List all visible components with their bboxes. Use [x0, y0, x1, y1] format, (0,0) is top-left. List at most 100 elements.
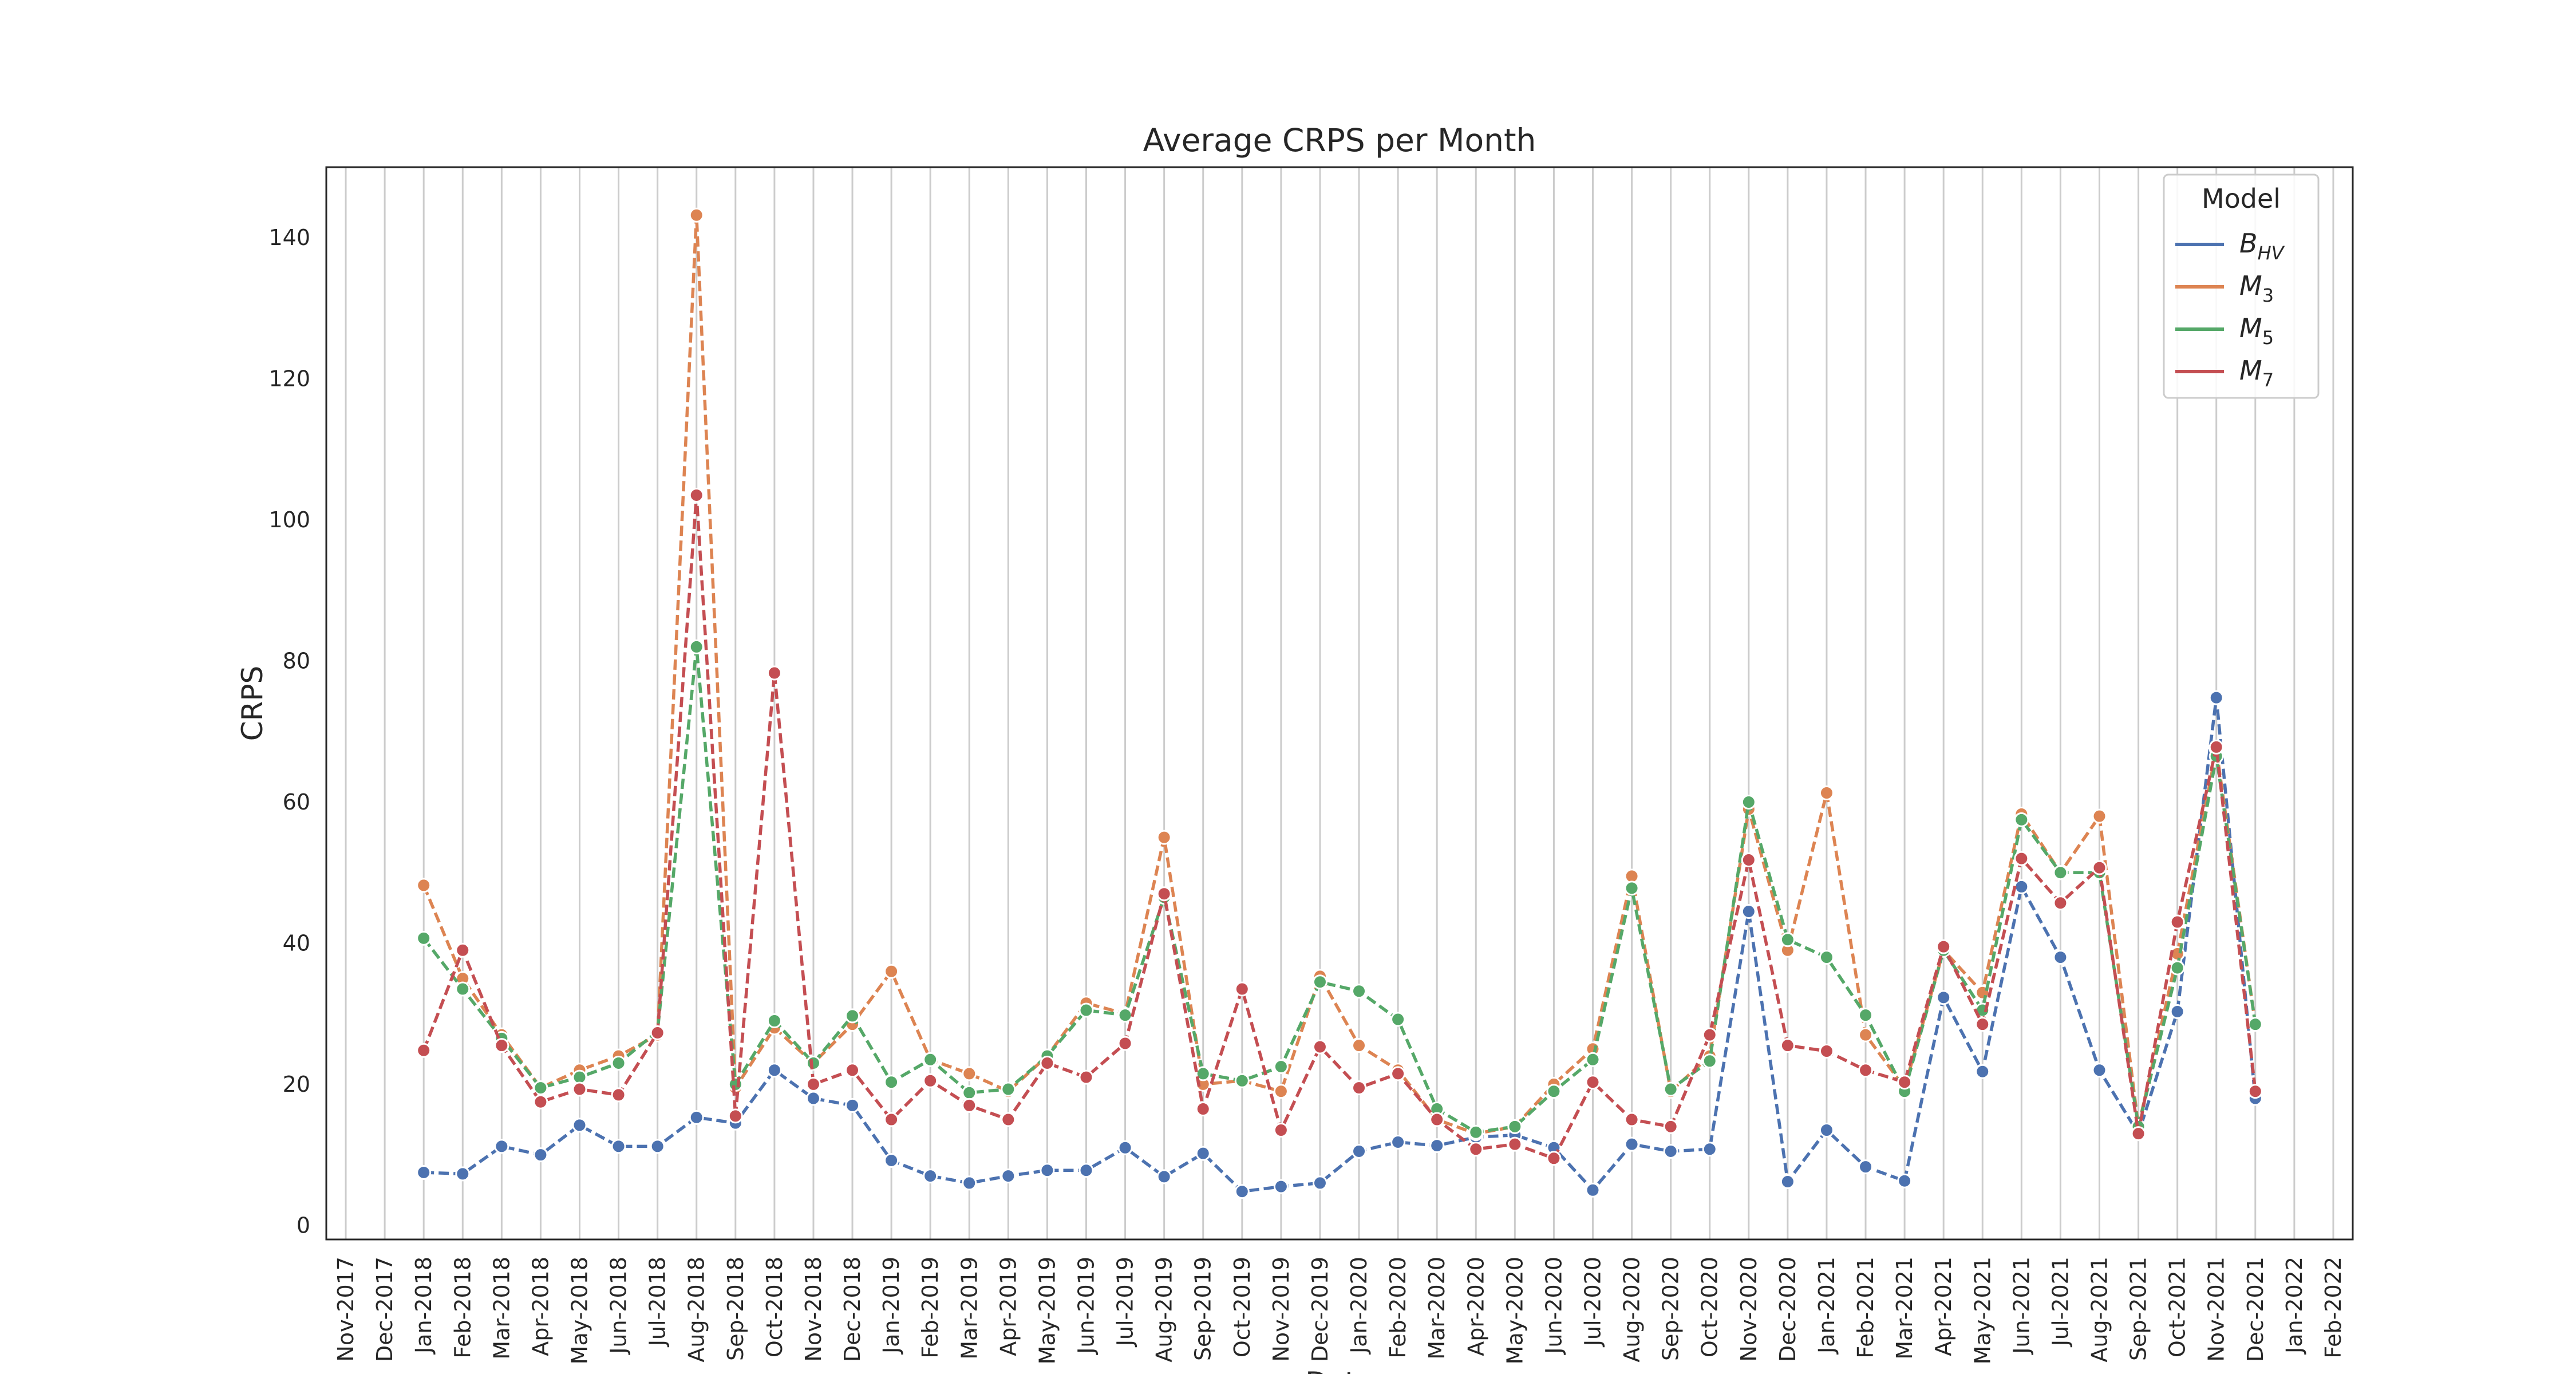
data-point	[962, 1097, 977, 1113]
data-point	[455, 942, 471, 958]
x-tick-label: Jun-2020	[1541, 1257, 1566, 1355]
data-point	[572, 1081, 587, 1097]
x-tick-label: Nov-2018	[801, 1257, 826, 1362]
x-tick-label: Jun-2019	[1074, 1257, 1099, 1355]
y-tick-label: 40	[283, 930, 310, 956]
data-point	[1897, 1075, 1913, 1090]
data-point	[1741, 795, 1756, 810]
data-point	[845, 1008, 860, 1024]
x-tick-label: Sep-2019	[1191, 1257, 1216, 1361]
data-point	[1001, 1168, 1016, 1184]
data-point	[767, 665, 782, 681]
data-point	[1195, 1101, 1211, 1117]
data-point	[494, 1038, 509, 1053]
x-tick-label: Aug-2019	[1152, 1257, 1177, 1363]
x-tick-label: May-2018	[567, 1257, 592, 1364]
x-tick-label: May-2019	[1034, 1257, 1060, 1364]
x-tick-label: Mar-2021	[1892, 1257, 1917, 1360]
data-point	[1741, 852, 1756, 868]
x-tick-label: Aug-2020	[1619, 1257, 1645, 1363]
x-tick-label: Dec-2020	[1775, 1257, 1800, 1362]
data-point	[1819, 950, 1834, 965]
data-point	[923, 1168, 938, 1184]
data-point	[533, 1080, 548, 1096]
data-point	[1156, 1169, 1172, 1185]
data-point	[1117, 1036, 1133, 1051]
x-tick-label: Apr-2020	[1463, 1257, 1488, 1356]
data-point	[611, 1087, 626, 1103]
data-point	[1040, 1163, 1055, 1178]
data-point	[416, 930, 432, 946]
series-line	[424, 696, 2257, 1193]
data-point	[2208, 690, 2224, 705]
data-point	[1234, 1184, 1250, 1199]
data-point	[1078, 1002, 1094, 1018]
x-tick-label: Jul-2018	[645, 1257, 670, 1347]
data-point	[1195, 1066, 1211, 1081]
x-tick-label: Jan-2022	[2282, 1257, 2307, 1355]
data-point	[1468, 1124, 1484, 1140]
x-tick-label: Apr-2019	[995, 1257, 1021, 1356]
x-tick-label: Jan-2019	[879, 1257, 904, 1355]
x-tick-label: Feb-2019	[918, 1257, 943, 1359]
data-point	[650, 1025, 665, 1040]
legend-frame	[2163, 173, 2320, 399]
x-tick-label: Jul-2020	[1581, 1257, 1606, 1347]
legend: Model BHV M3 M5 M7	[2163, 173, 2320, 399]
legend-label: M3	[2239, 270, 2274, 306]
series-group	[416, 207, 2263, 1199]
data-point	[1117, 1008, 1133, 1023]
x-tick-label: May-2020	[1502, 1257, 1527, 1364]
data-point	[923, 1052, 938, 1067]
data-point	[884, 1152, 899, 1168]
data-point	[1585, 1075, 1601, 1090]
data-point	[1858, 1159, 1874, 1175]
data-point	[2092, 808, 2107, 824]
data-point	[2053, 865, 2068, 881]
data-point	[1390, 1012, 1406, 1027]
data-point	[1663, 1081, 1678, 1097]
data-point	[572, 1118, 587, 1133]
data-point	[1001, 1081, 1016, 1097]
y-tick-label: 60	[283, 789, 310, 815]
x-tick-label: Nov-2021	[2204, 1257, 2229, 1362]
data-point	[2170, 1004, 2185, 1019]
data-point	[1429, 1112, 1445, 1127]
data-point	[1975, 1017, 1990, 1032]
x-tick-label: Nov-2020	[1736, 1257, 1761, 1362]
data-point	[1312, 1175, 1327, 1191]
data-point	[962, 1175, 977, 1191]
x-tick-label: Dec-2018	[840, 1257, 865, 1362]
series-line	[422, 493, 2257, 1160]
x-tick-label: Dec-2019	[1307, 1257, 1333, 1362]
y-tick-label: 80	[283, 649, 310, 674]
series-m7	[416, 487, 2263, 1166]
x-tick-label: Jan-2021	[1814, 1257, 1839, 1355]
x-tick-label: Jun-2021	[2009, 1257, 2034, 1355]
data-point	[1702, 1142, 1717, 1157]
data-point	[1352, 1038, 1367, 1053]
data-point	[1819, 1123, 1834, 1138]
legend-label: M7	[2239, 355, 2274, 391]
y-tick-label: 140	[268, 225, 310, 250]
x-tick-label: Jan-2020	[1346, 1257, 1372, 1355]
data-point	[1429, 1138, 1445, 1154]
data-point	[1819, 785, 1834, 800]
data-point	[533, 1094, 548, 1110]
x-tick-label: Feb-2020	[1385, 1257, 1411, 1359]
data-point	[1312, 1039, 1327, 1055]
data-point	[611, 1055, 626, 1071]
data-point	[2053, 895, 2068, 911]
data-point	[689, 487, 704, 503]
data-point	[1897, 1173, 1913, 1189]
data-point	[767, 1063, 782, 1078]
data-point	[416, 878, 432, 893]
data-point	[1468, 1142, 1484, 1157]
series-bhv	[416, 690, 2263, 1199]
data-point	[1352, 1143, 1367, 1159]
x-axis: Nov-2017 Dec-2017 Jan-2018 Feb-2018 Mar-2018…	[333, 1257, 2346, 1364]
x-tick-label: Apr-2021	[1931, 1257, 1956, 1356]
data-point	[1624, 1136, 1639, 1152]
data-point	[494, 1139, 509, 1154]
data-point	[1936, 990, 1951, 1005]
